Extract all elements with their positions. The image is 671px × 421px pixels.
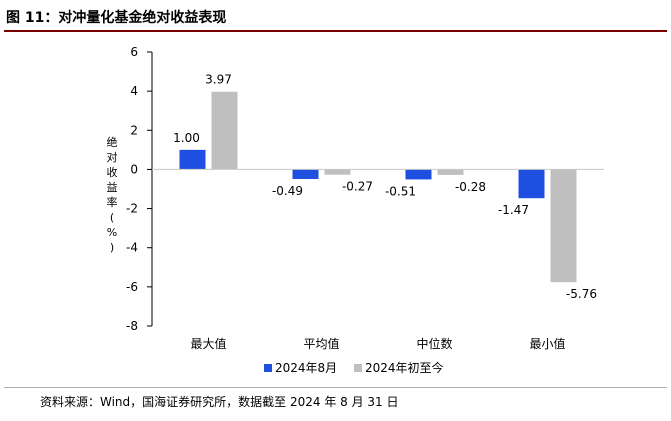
y-tick-label: -6 xyxy=(126,280,138,294)
bar xyxy=(437,169,464,175)
legend-swatch xyxy=(354,364,362,372)
y-axis-title-char: ) xyxy=(110,241,114,254)
bar xyxy=(211,91,238,170)
figure-title: 图 11：对冲量化基金绝对收益表现 xyxy=(6,10,227,26)
y-axis-title-char: % xyxy=(107,226,117,239)
bar xyxy=(179,149,206,170)
legend-label: 2024年初至今 xyxy=(365,360,444,375)
data-label: -1.47 xyxy=(498,203,529,217)
data-label: -0.28 xyxy=(455,180,486,194)
x-tick-label: 中位数 xyxy=(416,336,452,351)
y-tick-label: 4 xyxy=(130,84,138,98)
y-axis-title-char: 绝 xyxy=(107,135,118,149)
value-labels: 1.00 3.97 -0.49 -0.27 -0.51 -0.28 -1.47 -5.76 xyxy=(173,73,597,301)
figure-header: 图 11：对冲量化基金绝对收益表现 xyxy=(4,4,667,32)
y-tick-label: -4 xyxy=(126,241,138,255)
legend-label: 2024年8月 xyxy=(275,361,337,375)
bar xyxy=(292,169,319,180)
data-label: -0.51 xyxy=(385,184,416,198)
legend-swatch xyxy=(264,364,272,372)
data-label: -0.49 xyxy=(272,184,303,198)
data-label: -5.76 xyxy=(566,287,597,301)
y-axis-title-char: ( xyxy=(110,211,114,224)
bar xyxy=(550,169,577,283)
data-label: 3.97 xyxy=(205,73,232,87)
bars xyxy=(179,91,577,283)
x-axis-labels: 最大值 平均值 中位数 最小值 xyxy=(190,336,565,351)
y-axis-title-char: 益 xyxy=(107,180,118,194)
bar xyxy=(518,169,545,199)
y-axis-title-char: 率 xyxy=(107,195,118,209)
y-tick-label: 6 xyxy=(130,45,138,59)
legend: 2024年8月 2024年初至今 xyxy=(264,360,444,375)
data-label: -0.27 xyxy=(342,180,373,194)
data-label: 1.00 xyxy=(173,131,200,145)
bar xyxy=(324,169,351,175)
x-tick-label: 最小值 xyxy=(529,336,565,351)
y-axis: 6 4 2 0 -2 -4 -6 -8 xyxy=(126,45,153,333)
x-tick-label: 平均值 xyxy=(303,336,339,351)
x-tick-label: 最大值 xyxy=(190,336,226,351)
y-tick-label: 2 xyxy=(130,123,138,137)
y-axis-title-char: 对 xyxy=(107,150,118,164)
source-divider xyxy=(4,387,667,388)
y-axis-title-char: 收 xyxy=(107,165,118,179)
y-tick-label: -8 xyxy=(126,319,138,333)
source-note: 资料来源：Wind，国海证券研究所，数据截至 2024 年 8 月 31 日 xyxy=(40,395,399,409)
bar xyxy=(405,169,432,180)
y-tick-label: 0 xyxy=(130,162,138,176)
y-tick-label: -2 xyxy=(126,202,138,216)
